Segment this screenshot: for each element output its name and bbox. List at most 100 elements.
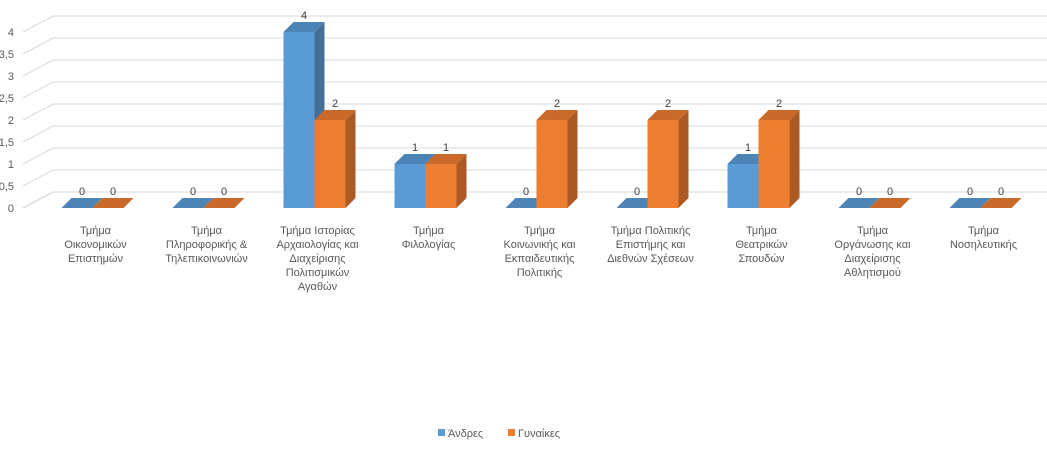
bar xyxy=(172,198,214,208)
gridline xyxy=(22,81,1047,99)
x-tick-label-line: Διεθνών Σχέσεων xyxy=(607,253,694,265)
gridline xyxy=(22,125,1047,143)
gridline xyxy=(22,103,1047,121)
bar xyxy=(61,198,103,208)
gridline xyxy=(22,169,1047,187)
x-tick-label-line: Πολιτισμικών xyxy=(286,267,350,279)
x-tick-label-line: Τμήμα xyxy=(968,225,1000,237)
x-tick-label-line: Θεατρικών xyxy=(735,239,788,251)
data-label: 0 xyxy=(110,186,116,198)
x-tick-label-line: Εκπαιδευτικής xyxy=(505,253,575,265)
y-tick-label: 0,5 xyxy=(0,181,14,193)
data-label: 0 xyxy=(887,186,893,198)
data-label: 1 xyxy=(412,142,418,154)
y-tick-label: 0 xyxy=(8,203,14,215)
x-tick-label: Τμήμα Οργάνωσης και Διαχείρισης Αθλητισμού xyxy=(834,225,911,279)
data-label: 0 xyxy=(967,186,973,198)
bar xyxy=(980,198,1022,208)
legend-swatch xyxy=(438,429,445,436)
bar xyxy=(647,110,689,208)
bar xyxy=(536,110,578,208)
data-label: 0 xyxy=(856,186,862,198)
y-tick-label: 3,5 xyxy=(0,49,14,61)
x-tick-label-line: Οικονομικών xyxy=(64,239,127,251)
y-tick-label: 2,5 xyxy=(0,93,14,105)
data-label: 1 xyxy=(745,142,751,154)
y-tick-label: 1,5 xyxy=(0,137,14,149)
x-tick-label-line: Διαχείρισης xyxy=(844,253,900,265)
x-tick-label-line: Νοσηλευτικής xyxy=(950,239,1017,251)
x-tick-label: Τμήμα Φιλολογίας xyxy=(402,225,456,251)
gridline xyxy=(22,59,1047,77)
y-tick-label: 2 xyxy=(8,115,14,127)
data-label: 0 xyxy=(634,186,640,198)
x-tick-label-line: Φιλολογίας xyxy=(402,239,456,251)
data-label: 2 xyxy=(332,98,338,110)
x-tick-label-line: Αγαθών xyxy=(298,281,338,293)
bar xyxy=(505,198,547,208)
x-tick-label-line: Πληροφορικής & xyxy=(166,239,248,251)
x-tick-label: Τμήμα Νοσηλευτικής xyxy=(950,225,1017,251)
x-tick-label-line: Τμήμα Ιστορίας xyxy=(280,225,355,237)
x-tick-label-line: Οργάνωσης και xyxy=(834,239,911,251)
y-tick-label: 1 xyxy=(8,159,14,171)
data-labels: 0 0 0 0 4 2 1 1 0 2 0 2 1 2 0 0 0 0 xyxy=(79,10,1004,198)
bars xyxy=(61,22,1022,208)
x-tick-label: Τμήμα Ιστορίας Αρχαιολογίας και Διαχείριση… xyxy=(276,225,359,293)
data-label: 4 xyxy=(301,10,307,22)
x-tick-label-line: Διαχείρισης xyxy=(289,253,345,265)
bar xyxy=(314,110,356,208)
legend: Άνδρες Γυναίκες xyxy=(438,428,560,440)
data-label: 2 xyxy=(776,98,782,110)
x-tick-label-line: Αθλητισμού xyxy=(844,267,901,279)
legend-label: Γυναίκες xyxy=(518,428,560,440)
x-tick-label-line: Πολιτικής xyxy=(517,267,563,279)
bar xyxy=(203,198,245,208)
legend-swatch xyxy=(508,429,515,436)
x-tick-label-line: Τμήμα xyxy=(413,225,445,237)
data-label: 0 xyxy=(221,186,227,198)
bar xyxy=(949,198,991,208)
gridline xyxy=(22,147,1047,165)
y-tick-label: 4 xyxy=(8,27,14,39)
gridline xyxy=(22,37,1047,55)
y-axis-ticks: 0 0,5 1 1,5 2 2,5 3 3,5 4 xyxy=(0,27,14,215)
x-tick-label-line: Επιστήμης και xyxy=(616,239,686,251)
x-tick-label: Τμήμα Θεατρικών Σπουδών xyxy=(735,225,788,265)
x-tick-label-line: Κοινωνικής και xyxy=(504,239,576,251)
x-tick-label-line: Αρχαιολογίας και xyxy=(276,239,359,251)
bar xyxy=(92,198,134,208)
floor-edge xyxy=(22,191,54,209)
x-tick-label-line: Σπουδών xyxy=(738,253,785,265)
x-tick-label-line: Τμήμα xyxy=(746,225,778,237)
x-tick-label: Τμήμα Πληροφορικής & Τηλεπικοινωνιών xyxy=(165,225,248,265)
x-tick-label: Τμήμα Κοινωνικής και Εκπαιδευτικής Πολιτική… xyxy=(504,225,576,279)
data-label: 2 xyxy=(665,98,671,110)
x-axis-labels: Τμήμα Οικονομικών Επιστημών Τμήμα Πληροφορικ… xyxy=(64,225,1017,293)
bar xyxy=(283,22,325,208)
x-tick-label: Τμήμα Πολιτικής Επιστήμης και Διεθνών Σχέσ… xyxy=(607,225,694,265)
bar xyxy=(869,198,911,208)
bar xyxy=(838,198,880,208)
x-tick-label-line: Τμήμα Πολιτικής xyxy=(611,225,691,237)
data-label: 1 xyxy=(443,142,449,154)
x-tick-label: Τμήμα Οικονομικών Επιστημών xyxy=(64,225,127,265)
data-label: 2 xyxy=(554,98,560,110)
bar xyxy=(758,110,800,208)
x-tick-label-line: Τμήμα xyxy=(857,225,889,237)
y-tick-label: 3 xyxy=(8,71,14,83)
bar xyxy=(425,154,467,208)
x-tick-label-line: Τμήμα xyxy=(524,225,556,237)
bar xyxy=(616,198,658,208)
data-label: 0 xyxy=(79,186,85,198)
x-tick-label-line: Τμήμα xyxy=(191,225,223,237)
gridline xyxy=(22,15,1047,33)
data-label: 0 xyxy=(190,186,196,198)
data-label: 0 xyxy=(998,186,1004,198)
x-tick-label-line: Επιστημών xyxy=(68,253,124,265)
x-tick-label-line: Τμήμα xyxy=(80,225,112,237)
gridlines xyxy=(22,15,1047,209)
legend-label: Άνδρες xyxy=(448,428,483,440)
